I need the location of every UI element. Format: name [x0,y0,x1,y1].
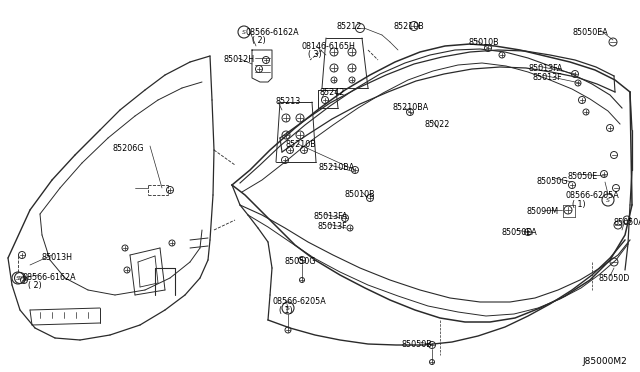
Text: 85050E: 85050E [568,172,598,181]
Text: 08566-6205A: 08566-6205A [273,297,327,306]
Text: ( 3): ( 3) [308,50,322,59]
Text: 85210BA: 85210BA [393,103,429,112]
Text: ( 2): ( 2) [28,281,42,290]
Text: 85050G: 85050G [285,257,317,266]
Text: 85242: 85242 [320,88,346,97]
Text: 85013FA: 85013FA [314,212,348,221]
Text: 85013F: 85013F [533,73,563,82]
Text: 85050EA: 85050EA [502,228,538,237]
Text: 85013H: 85013H [41,253,72,262]
Text: 85210BA: 85210BA [319,163,355,172]
Text: S: S [606,198,610,202]
Text: 85012H: 85012H [224,55,255,64]
Text: 85010B: 85010B [469,38,500,47]
Text: 85210B: 85210B [394,22,425,31]
Text: S: S [242,29,246,35]
Text: 08566-6205A: 08566-6205A [566,191,620,200]
Text: 08566-6162A: 08566-6162A [22,273,76,282]
Text: ( 1): ( 1) [279,306,292,315]
Text: 85210B: 85210B [286,140,317,149]
Text: 85213: 85213 [276,97,301,106]
Text: 08566-6162A: 08566-6162A [246,28,300,37]
Text: 85010B: 85010B [345,190,376,199]
Text: 85050EA: 85050EA [573,28,609,37]
Text: ( 1): ( 1) [572,200,586,209]
Text: 85212: 85212 [337,22,362,31]
Text: 85090M: 85090M [527,207,559,216]
Text: 85050D: 85050D [599,274,630,283]
Text: 85050B: 85050B [402,340,433,349]
Text: 85013FA: 85013FA [529,64,563,73]
Text: 85206G: 85206G [112,144,143,153]
Text: 85050G: 85050G [537,177,568,186]
Text: 85013F: 85013F [318,222,348,231]
Text: S: S [286,305,290,311]
Text: 85022: 85022 [425,120,451,129]
Text: J85000M2: J85000M2 [582,357,627,366]
Text: ( 2): ( 2) [252,36,266,45]
Text: S: S [16,276,20,280]
Text: 85050A: 85050A [614,218,640,227]
Text: S: S [18,276,22,280]
Text: 08146-6165H: 08146-6165H [302,42,356,51]
